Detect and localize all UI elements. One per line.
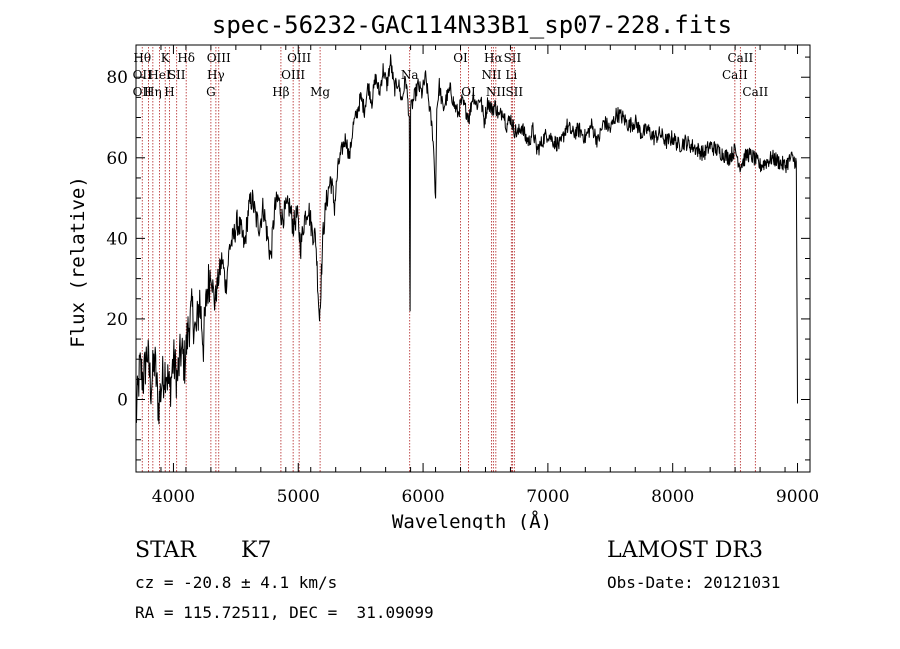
marker-label: Hη: [144, 85, 162, 99]
x-tick-label: 5000: [277, 487, 320, 507]
marker-label: OIII: [287, 51, 311, 65]
marker-label: Li: [505, 68, 517, 82]
marker-label: K: [161, 51, 171, 65]
y-tick-label: 60: [106, 149, 128, 169]
observation-date: Obs-Date: 20121031: [607, 573, 781, 592]
spectrum-series: [135, 54, 798, 425]
coordinates: RA = 115.72511, DEC = 31.09099: [135, 603, 434, 622]
redshift-velocity: cz = -20.8 ± 4.1 km/s: [135, 573, 338, 592]
marker-label: NII: [486, 85, 506, 99]
marker-label: Hθ: [133, 51, 151, 65]
marker-label: Hγ: [207, 68, 225, 82]
marker-label: OIII: [207, 51, 231, 65]
marker-label: Mg: [310, 85, 330, 99]
marker-label: SII: [168, 68, 186, 82]
marker-label: Hδ: [177, 51, 195, 65]
x-tick-label: 7000: [526, 487, 569, 507]
y-tick-label: 40: [106, 229, 128, 249]
marker-label: SII: [504, 51, 522, 65]
object-class: STAR: [135, 538, 196, 563]
x-tick-label: 8000: [651, 487, 694, 507]
chart-title: spec-56232-GAC114N33B1_sp07-228.fits: [212, 11, 732, 39]
plot-frame: [135, 44, 811, 473]
marker-label: G: [206, 85, 216, 99]
x-axis-label: Wavelength (Å): [392, 510, 552, 530]
object-subclass: K7: [241, 538, 272, 563]
y-tick-label: 0: [117, 390, 128, 410]
marker-label: H: [164, 85, 174, 99]
marker-label: OII: [133, 85, 153, 99]
spectrum-chart: spec-56232-GAC114N33B1_sp07-228.fits Hθ O…: [67, 11, 819, 530]
marker-label: OI: [453, 51, 468, 65]
survey-name: LAMOST DR3: [607, 538, 763, 563]
y-tick-label: 80: [106, 68, 128, 88]
marker-label: SII: [505, 85, 523, 99]
marker-label: Hα: [484, 51, 503, 65]
y-tick-label: 20: [106, 310, 128, 330]
spectrum-line: [135, 54, 798, 425]
marker-label: OII: [133, 68, 153, 82]
axes: 4000 5000 6000 7000 8000 9000 0 20 40 60 80: [106, 45, 819, 507]
marker-label: CaII: [727, 51, 753, 65]
marker-label: NII: [481, 68, 501, 82]
marker-label: OIII: [281, 68, 305, 82]
x-tick-label: 9000: [776, 487, 819, 507]
marker-label: Hβ: [272, 85, 289, 99]
marker-label: Na: [401, 68, 419, 82]
spectral-line-markers: HθOIIOIIHηHeIKHSIIHδGHγOIIIHβOIIIOIIIMgN…: [133, 47, 768, 472]
x-tick-label: 6000: [401, 487, 444, 507]
marker-label: OI: [461, 85, 476, 99]
x-tick-label: 4000: [152, 487, 195, 507]
marker-label: CaII: [722, 68, 748, 82]
y-axis-label: Flux (relative): [67, 176, 89, 348]
marker-label: CaII: [742, 85, 768, 99]
